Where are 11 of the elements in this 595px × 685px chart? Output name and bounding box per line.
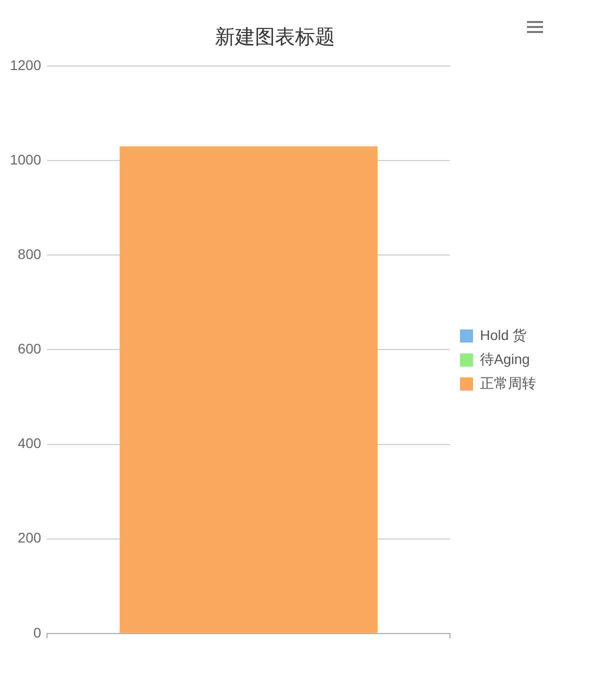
y-tick-label: 1000 — [10, 151, 42, 168]
y-tick-label: 1200 — [10, 56, 42, 73]
legend-label: Hold 货 — [480, 326, 527, 343]
y-tick-label: 600 — [18, 340, 42, 357]
legend-label: 待Aging — [480, 350, 530, 367]
chart-title: 新建图表标题 — [215, 26, 335, 49]
y-tick-label: 800 — [18, 246, 42, 262]
y-tick-label: 400 — [18, 435, 42, 452]
y-tick-label: 0 — [33, 624, 42, 640]
legend-label: 正常周转 — [480, 374, 536, 391]
y-tick-label: 200 — [18, 530, 42, 546]
